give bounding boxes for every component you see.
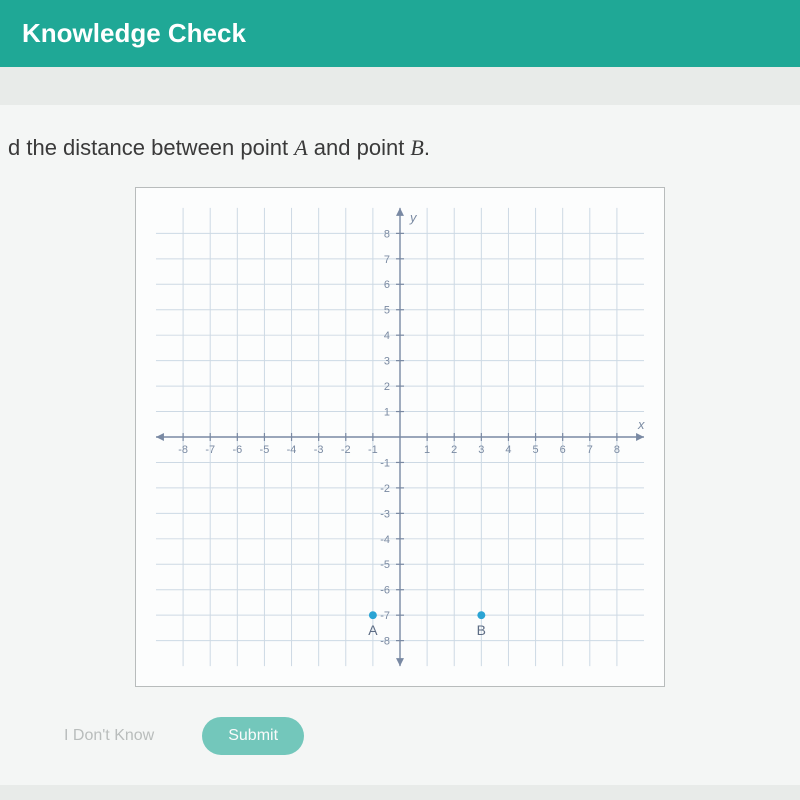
svg-text:6: 6 [560, 444, 566, 456]
svg-text:3: 3 [384, 356, 390, 368]
question-var-b: B [410, 135, 423, 160]
question-text: d the distance between point A and point… [8, 135, 792, 161]
svg-text:6: 6 [384, 279, 390, 291]
svg-text:-7: -7 [380, 610, 390, 622]
svg-text:8: 8 [614, 444, 620, 456]
svg-text:y: y [409, 210, 418, 225]
svg-text:4: 4 [505, 444, 511, 456]
svg-text:7: 7 [384, 254, 390, 266]
svg-text:-8: -8 [380, 636, 390, 648]
svg-text:8: 8 [384, 228, 390, 240]
svg-text:-6: -6 [380, 585, 390, 597]
submit-button[interactable]: Submit [202, 717, 304, 755]
svg-text:-4: -4 [287, 444, 297, 456]
svg-text:-7: -7 [205, 444, 215, 456]
svg-text:1: 1 [424, 444, 430, 456]
svg-text:-3: -3 [380, 508, 390, 520]
svg-text:-1: -1 [368, 444, 378, 456]
question-prefix: d the distance between point [8, 135, 294, 160]
svg-text:-5: -5 [260, 444, 270, 456]
question-suffix: . [424, 135, 430, 160]
svg-text:5: 5 [384, 305, 390, 317]
button-row: I Don't Know Submit [8, 717, 792, 755]
svg-text:A: A [368, 622, 378, 638]
svg-text:5: 5 [533, 444, 539, 456]
svg-text:1: 1 [384, 407, 390, 419]
svg-text:7: 7 [587, 444, 593, 456]
svg-text:-6: -6 [232, 444, 242, 456]
svg-text:-8: -8 [178, 444, 188, 456]
svg-text:x: x [637, 417, 645, 432]
header-title: Knowledge Check [22, 18, 246, 48]
svg-text:-2: -2 [341, 444, 351, 456]
svg-text:3: 3 [478, 444, 484, 456]
header-bar: Knowledge Check [0, 0, 800, 67]
svg-text:-5: -5 [380, 559, 390, 571]
content-panel: d the distance between point A and point… [0, 105, 800, 785]
question-mid: and point [308, 135, 411, 160]
svg-text:2: 2 [451, 444, 457, 456]
svg-text:4: 4 [384, 330, 390, 342]
question-var-a: A [294, 135, 307, 160]
idk-button[interactable]: I Don't Know [38, 717, 180, 755]
svg-text:-3: -3 [314, 444, 324, 456]
svg-text:-2: -2 [380, 483, 390, 495]
svg-text:-4: -4 [380, 534, 390, 546]
graph-container: -8 -7 -6 -5 -4 -3 -2 -1 1 2 3 4 5 6 7 8 -8 -7 -6 -5 -4 -3 -2 -1… [8, 187, 792, 687]
svg-text:-1: -1 [380, 457, 390, 469]
coordinate-graph: -8 -7 -6 -5 -4 -3 -2 -1 1 2 3 4 5 6 7 8 -8 -7 -6 -5 -4 -3 -2 -1… [135, 187, 665, 687]
svg-text:B: B [477, 622, 486, 638]
svg-text:2: 2 [384, 381, 390, 393]
graph-svg: -8 -7 -6 -5 -4 -3 -2 -1 1 2 3 4 5 6 7 8 -8 -7 -6 -5 -4 -3 -2 -1… [136, 188, 664, 686]
